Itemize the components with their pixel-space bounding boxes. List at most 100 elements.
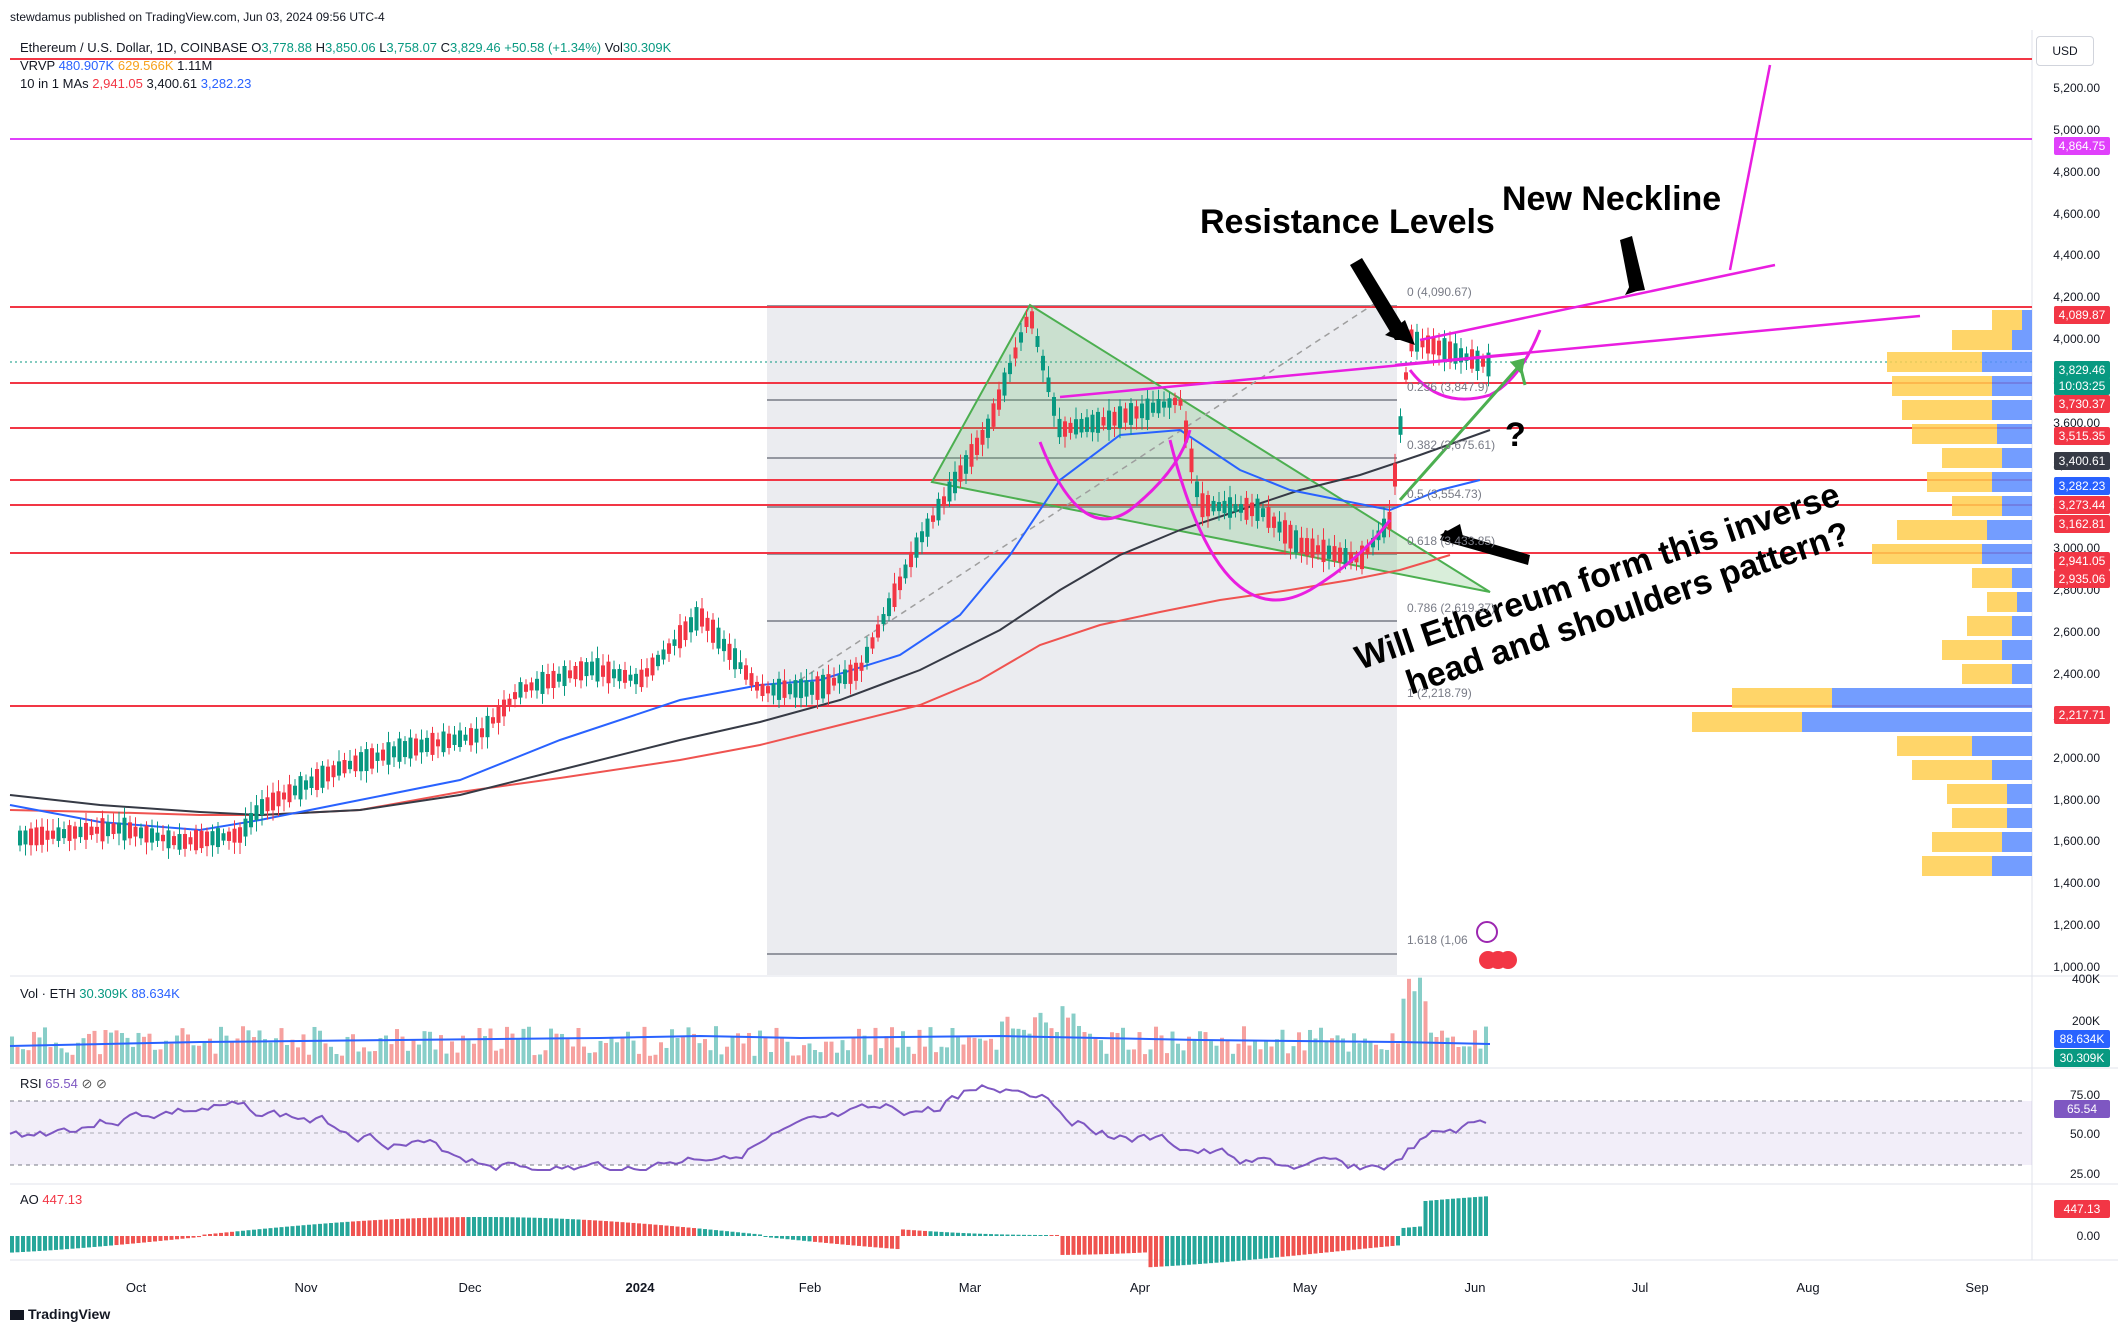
volume-bar — [1253, 1039, 1257, 1064]
ao-bar — [851, 1236, 856, 1246]
ao-bar — [1181, 1236, 1186, 1266]
ma-row[interactable]: 10 in 1 MAs 2,941.05 3,400.61 3,282.23 — [20, 76, 252, 91]
ao-bar — [252, 1229, 256, 1236]
ao-bar — [290, 1226, 295, 1236]
volume-bar — [934, 1052, 938, 1064]
vrvp-up-bar — [1902, 400, 1992, 420]
volume-bar — [615, 1042, 619, 1064]
volume-bar — [1143, 1054, 1147, 1064]
candle-body — [238, 827, 242, 843]
candle-body — [947, 481, 952, 502]
ao-bar — [318, 1223, 322, 1236]
price-axis-label: 1,400.00 — [2053, 876, 2100, 891]
ao-bar — [1390, 1236, 1395, 1246]
candle-body — [469, 728, 473, 746]
ao-bar — [15, 1236, 20, 1253]
candle-body — [227, 831, 231, 841]
price-tag: 3,829.46 — [2054, 361, 2110, 379]
candle-body — [1310, 538, 1315, 558]
volume-bar — [1258, 1049, 1263, 1064]
ao-bar — [312, 1224, 317, 1236]
candle-body — [1244, 497, 1249, 520]
volume-bar — [1291, 1046, 1296, 1064]
candle-body — [1250, 502, 1254, 517]
price-axis-label: 2,000.00 — [2053, 750, 2100, 765]
ao-bar — [329, 1223, 333, 1236]
ao-bar — [439, 1217, 443, 1236]
ma-mid-line — [9, 429, 1491, 817]
volume-bar — [1220, 1037, 1224, 1064]
candle-body — [1299, 537, 1304, 553]
volume-bar — [730, 1036, 735, 1064]
volume-bar — [1071, 1013, 1076, 1064]
price-tag: 3,400.61 — [2054, 452, 2110, 470]
volume-bar — [323, 1043, 328, 1064]
candle-body — [623, 669, 627, 683]
green-arrow-head — [1510, 358, 1525, 375]
candle-body — [810, 681, 814, 695]
candle-body — [1101, 417, 1106, 426]
volume-bar — [384, 1035, 388, 1064]
ao-bar — [1027, 1234, 1032, 1236]
volume-bar — [1137, 1032, 1142, 1064]
vrvp-down-bar — [1992, 856, 2032, 876]
candle-body — [689, 617, 693, 633]
volume-bar — [246, 1030, 251, 1064]
volume-bar — [796, 1055, 801, 1064]
rsi-axis-25: 25.00 — [2069, 1167, 2100, 1181]
vrvp-down-bar — [1997, 424, 2032, 444]
candle-body — [672, 639, 677, 646]
price-axis-label: 5,200.00 — [2053, 80, 2100, 95]
vrvp-row[interactable]: VRVP 480.907K 629.566K 1.11M — [20, 58, 213, 73]
triangle-pattern — [930, 303, 1491, 593]
ao-bar — [1445, 1199, 1450, 1236]
candle-body — [243, 818, 248, 837]
candle-body — [694, 607, 699, 631]
candle-body — [430, 732, 435, 755]
volume-bar — [1434, 1037, 1439, 1064]
ao-legend[interactable]: AO 447.13 — [20, 1192, 83, 1207]
ao-bar — [802, 1236, 806, 1241]
candle-body — [843, 669, 847, 684]
volume-bar — [961, 1044, 966, 1064]
candle-body — [172, 836, 176, 846]
volume-bar — [224, 1035, 229, 1064]
volume-bar — [307, 1054, 311, 1064]
head-curve — [1168, 439, 1392, 602]
volume-legend[interactable]: Vol · ETH 30.309K 88.634K — [20, 986, 180, 1001]
ao-bar — [1258, 1236, 1263, 1259]
candle-body — [1052, 397, 1056, 416]
rsi-legend[interactable]: RSI 65.54 ⊘ ⊘ — [20, 1076, 107, 1091]
price-axis-label: 4,000.00 — [2053, 332, 2100, 347]
ao-bar — [1368, 1236, 1373, 1249]
ao-bar — [92, 1236, 97, 1247]
ao-bar — [1022, 1234, 1026, 1236]
vrvp-up-bar — [1942, 640, 2002, 660]
ao-bar — [1126, 1236, 1131, 1254]
ao-bar — [21, 1236, 25, 1252]
vol-ma-tag: 88.634K — [2054, 1030, 2110, 1048]
volume-bar — [1165, 1053, 1169, 1064]
candle-body — [1332, 546, 1337, 562]
volume-bar — [1022, 1029, 1026, 1064]
vrvp-down-bar — [1992, 400, 2032, 420]
volume-bar — [1088, 1033, 1092, 1064]
candle-body — [293, 785, 297, 796]
volume-bar — [191, 1045, 196, 1064]
flag-event-icon — [1499, 951, 1517, 969]
vrvp-up-bar — [1967, 616, 2012, 636]
candle-body — [815, 676, 820, 700]
volume-bar — [466, 1040, 471, 1064]
ao-bar — [235, 1231, 240, 1236]
ao-bar — [961, 1233, 966, 1236]
volume-bar — [103, 1030, 108, 1064]
candle-body — [639, 669, 644, 688]
currency-button[interactable]: USD — [2036, 36, 2094, 66]
candle-body — [1217, 502, 1221, 512]
candle-body — [1195, 481, 1199, 498]
svg-text:0.786 (2,619.37): 0.786 (2,619.37) — [1407, 601, 1495, 615]
vrvp-up-bar — [1897, 736, 1972, 756]
ao-bar — [659, 1225, 663, 1236]
symbol-title[interactable]: Ethereum / U.S. Dollar, 1D, COINBASE — [20, 40, 248, 55]
ao-bar — [1214, 1236, 1219, 1263]
